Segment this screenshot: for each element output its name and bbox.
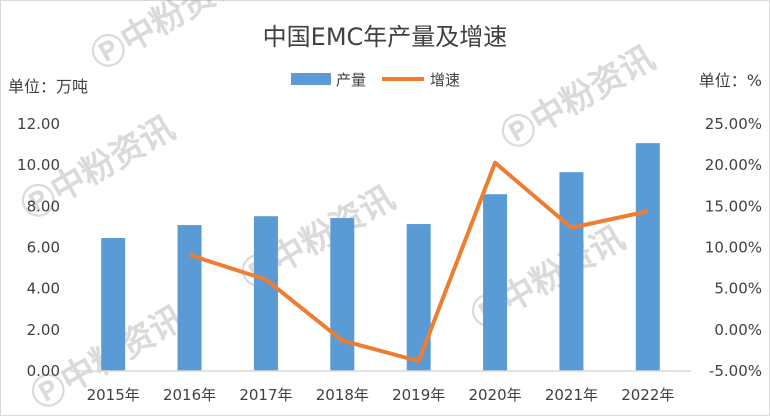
left-tick-label: 10.00 (17, 156, 60, 174)
right-tick-label: 0.00% (714, 321, 762, 339)
right-tick-label: 5.00% (714, 280, 762, 298)
bar (330, 218, 355, 371)
x-tick-label: 2018年 (316, 386, 369, 404)
bar (101, 238, 126, 371)
legend-label-production: 产量 (336, 71, 366, 89)
bar (635, 143, 660, 371)
left-axis-label: 单位：万吨 (8, 77, 88, 96)
x-tick-label: 2015年 (87, 386, 140, 404)
right-tick-label: 25.00% (705, 115, 762, 133)
legend: 产量 增速 (291, 71, 460, 89)
x-tick-label: 2021年 (545, 386, 598, 404)
right-tick-label: 15.00% (705, 197, 762, 215)
left-tick-label: 12.00 (17, 115, 60, 133)
right-tick-label: 10.00% (705, 239, 762, 257)
right-tick-label: 20.00% (705, 156, 762, 174)
left-tick-label: 6.00 (27, 239, 60, 257)
bar (177, 225, 202, 371)
x-tick-label: 2017年 (239, 386, 292, 404)
left-tick-label: 8.00 (27, 197, 60, 215)
right-axis-label: 单位：% (699, 71, 762, 90)
x-tick-label: 2022年 (621, 386, 674, 404)
bar (406, 224, 431, 371)
legend-label-growth: 增速 (430, 71, 460, 89)
left-tick-label: 4.00 (27, 280, 60, 298)
left-tick-label: 0.00 (27, 362, 60, 380)
chart-title: 中国EMC年产量及增速 (263, 23, 508, 51)
x-tick-label: 2020年 (468, 386, 521, 404)
bar (483, 194, 508, 371)
legend-bar-swatch (291, 73, 331, 85)
bar (559, 172, 584, 371)
bar (253, 216, 278, 371)
right-tick-label: -5.00% (709, 362, 762, 380)
x-tick-label: 2016年 (163, 386, 216, 404)
left-tick-label: 2.00 (27, 321, 60, 339)
x-tick-label: 2019年 (392, 386, 445, 404)
